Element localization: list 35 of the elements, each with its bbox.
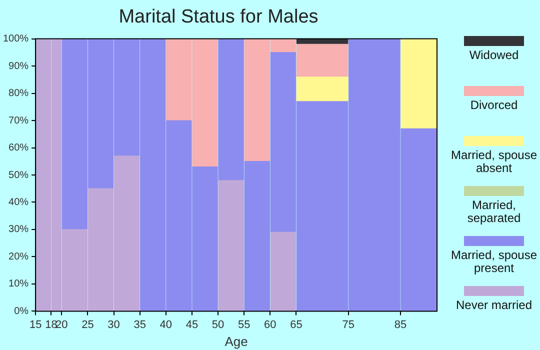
- x-tick-label: 20: [56, 318, 68, 331]
- chart-title: Marital Status for Males: [118, 6, 318, 28]
- x-tick-label: 18: [45, 318, 58, 331]
- x-tick-label: 55: [238, 318, 250, 331]
- x-axis-title: Age: [224, 334, 248, 349]
- x-tick-label: 35: [134, 318, 146, 331]
- x-tick-label: 65: [290, 318, 302, 331]
- y-tick-label: 40%: [8, 196, 29, 208]
- y-tick-label: 50%: [8, 170, 29, 181]
- legend-label: Widowed: [469, 48, 519, 62]
- x-tick-label: 75: [342, 318, 354, 331]
- y-tick-label: 30%: [8, 224, 29, 236]
- legend-label: Married, spouse absent: [450, 148, 538, 175]
- legend-label: Never married: [456, 298, 532, 312]
- x-tick-label: 40: [160, 318, 172, 331]
- x-tick-label: 85: [394, 318, 407, 331]
- legend-label: Married, spouse present: [450, 248, 538, 275]
- y-tick-label: 70%: [8, 115, 29, 126]
- legend-label: Divorced: [470, 98, 518, 112]
- x-tick-label: 15: [29, 318, 42, 331]
- x-tick-label: 30: [108, 318, 120, 331]
- x-tick-label: 45: [186, 318, 198, 331]
- y-tick-label: 20%: [8, 251, 29, 262]
- y-tick-label: 60%: [8, 142, 29, 154]
- y-tick-label: 80%: [8, 88, 29, 100]
- x-tick-label: 25: [82, 318, 94, 331]
- y-tick-label: 0%: [14, 306, 29, 317]
- y-tick-label: 90%: [8, 60, 29, 72]
- y-tick-label: 100%: [3, 34, 29, 45]
- x-tick-label: 50: [212, 318, 224, 331]
- x-tick-label: 60: [264, 318, 276, 331]
- legend-label: Married, separated: [466, 198, 522, 225]
- bar: [270, 232, 296, 312]
- y-tick-label: 10%: [8, 278, 29, 290]
- bar: [218, 180, 244, 312]
